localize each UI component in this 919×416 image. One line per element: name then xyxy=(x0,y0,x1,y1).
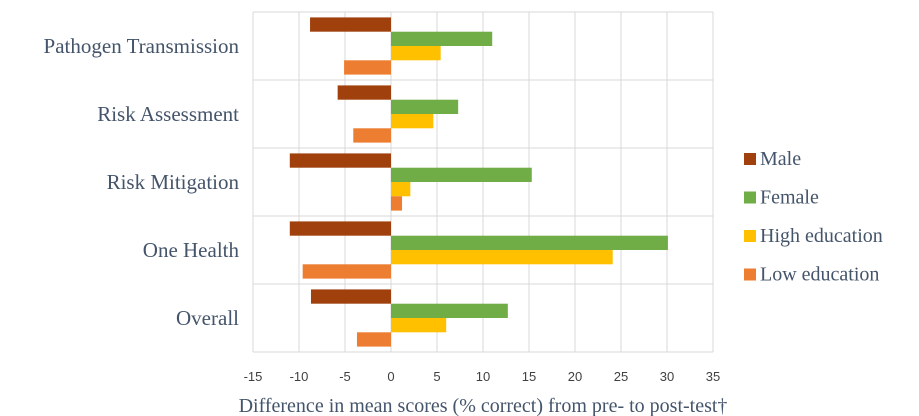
bar-female xyxy=(391,303,508,318)
x-tick-label: 20 xyxy=(568,369,582,384)
category-label: Risk Mitigation xyxy=(107,170,240,194)
legend-label: Low education xyxy=(760,264,879,286)
bar-male xyxy=(289,153,391,168)
bar-low-education xyxy=(391,196,403,211)
legend-swatch xyxy=(744,268,756,281)
x-tick-labels: -15 -10 -5 0 5 10 15 20 25 30 35 xyxy=(244,369,721,384)
x-tick-label: 0 xyxy=(387,369,394,384)
bar-high-education xyxy=(391,318,447,333)
x-tick-label: 30 xyxy=(660,369,674,384)
legend-swatch xyxy=(744,230,756,242)
legend-label: High education xyxy=(760,225,883,247)
legend-label: Female xyxy=(760,187,819,209)
category-labels: Pathogen Transmission Risk Assessment Risk… xyxy=(44,34,240,330)
x-tick-label: -5 xyxy=(339,369,351,384)
bar-high-education xyxy=(391,250,613,265)
category-label: Risk Assessment xyxy=(97,102,239,126)
x-tick-label: 35 xyxy=(706,369,720,384)
bar-male xyxy=(337,85,391,100)
bar-high-education xyxy=(391,114,434,129)
bar-low-education xyxy=(356,332,391,347)
bar-female xyxy=(391,99,459,114)
category-label: Pathogen Transmission xyxy=(44,34,240,58)
x-tick-label: -10 xyxy=(290,369,309,384)
bar-layer xyxy=(289,17,668,347)
bar-low-education xyxy=(302,264,391,279)
bar-female xyxy=(391,235,668,250)
bar-female xyxy=(391,167,532,182)
x-tick-label: 25 xyxy=(614,369,628,384)
bar-high-education xyxy=(391,46,441,61)
x-tick-label: -15 xyxy=(244,369,263,384)
bar-male xyxy=(289,221,391,236)
category-label: Overall xyxy=(176,306,239,330)
legend-label: Male xyxy=(760,148,801,170)
x-axis-title: Difference in mean scores (% correct) fr… xyxy=(239,395,728,416)
legend-swatch xyxy=(744,153,756,165)
bar-high-education xyxy=(391,182,411,197)
category-label: One Health xyxy=(143,238,240,262)
bar-male xyxy=(310,17,391,32)
x-tick-label: 10 xyxy=(476,369,490,384)
legend-swatch xyxy=(744,191,756,204)
x-tick-label: 5 xyxy=(433,369,440,384)
x-tick-label: 15 xyxy=(522,369,536,384)
legend: Male Female High education Low education xyxy=(744,148,883,286)
bar-low-education xyxy=(353,128,391,143)
bar-female xyxy=(391,31,493,46)
bar-male xyxy=(310,289,391,304)
bar-low-education xyxy=(344,60,391,75)
